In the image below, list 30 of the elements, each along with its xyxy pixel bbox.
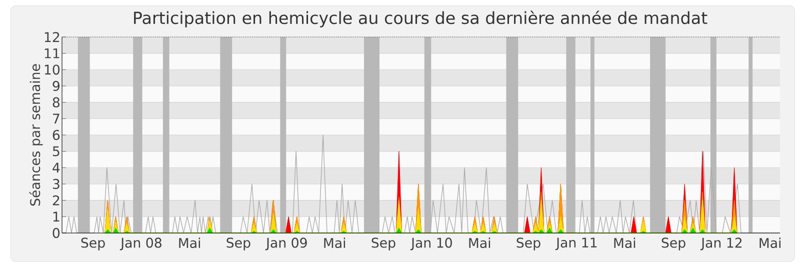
x-tick-label: Mai xyxy=(614,238,636,248)
y-tick-label: 10 xyxy=(44,64,60,75)
y-tick-label: 12 xyxy=(44,32,60,42)
y-tick-label: 6 xyxy=(52,130,60,140)
y-tick-label: 11 xyxy=(44,48,60,58)
x-tick-label: Mai xyxy=(179,238,200,248)
y-tick-label: 7 xyxy=(53,114,60,124)
x-tick-label: Jan 11 xyxy=(555,238,597,250)
y-axis-title: Séances par semaine xyxy=(29,64,43,206)
x-tick-label: Sep xyxy=(81,238,105,250)
y-tick-label: 5 xyxy=(52,146,60,156)
x-tick-label: Jan 08 xyxy=(120,238,162,250)
x-tick-label: Jan 09 xyxy=(265,238,307,250)
y-tick-label: 3 xyxy=(52,178,60,190)
chart-title: Participation en hemicycle au cours de sa dernière année de mandat xyxy=(134,10,708,28)
y-tick-label: 4 xyxy=(52,162,60,173)
x-tick-label: Mai xyxy=(760,238,780,248)
x-tick-label: Sep xyxy=(516,238,540,250)
y-tick-label: 0 xyxy=(52,228,60,238)
y-tick-label: 1 xyxy=(53,212,60,222)
x-tick-label: Sep xyxy=(662,238,686,250)
y-tick-label: 9 xyxy=(52,80,60,92)
x-tick-label: Sep xyxy=(372,238,396,250)
x-tick-label: Jan 12 xyxy=(700,238,742,250)
x-tick-label: Mai xyxy=(469,238,490,248)
x-tick-label: Sep xyxy=(226,238,250,250)
x-tick-label: Mai xyxy=(324,238,346,248)
y-tick-label: 2 xyxy=(52,195,60,206)
y-tick-label: 8 xyxy=(52,97,60,108)
x-tick-label: Jan 10 xyxy=(410,238,452,250)
